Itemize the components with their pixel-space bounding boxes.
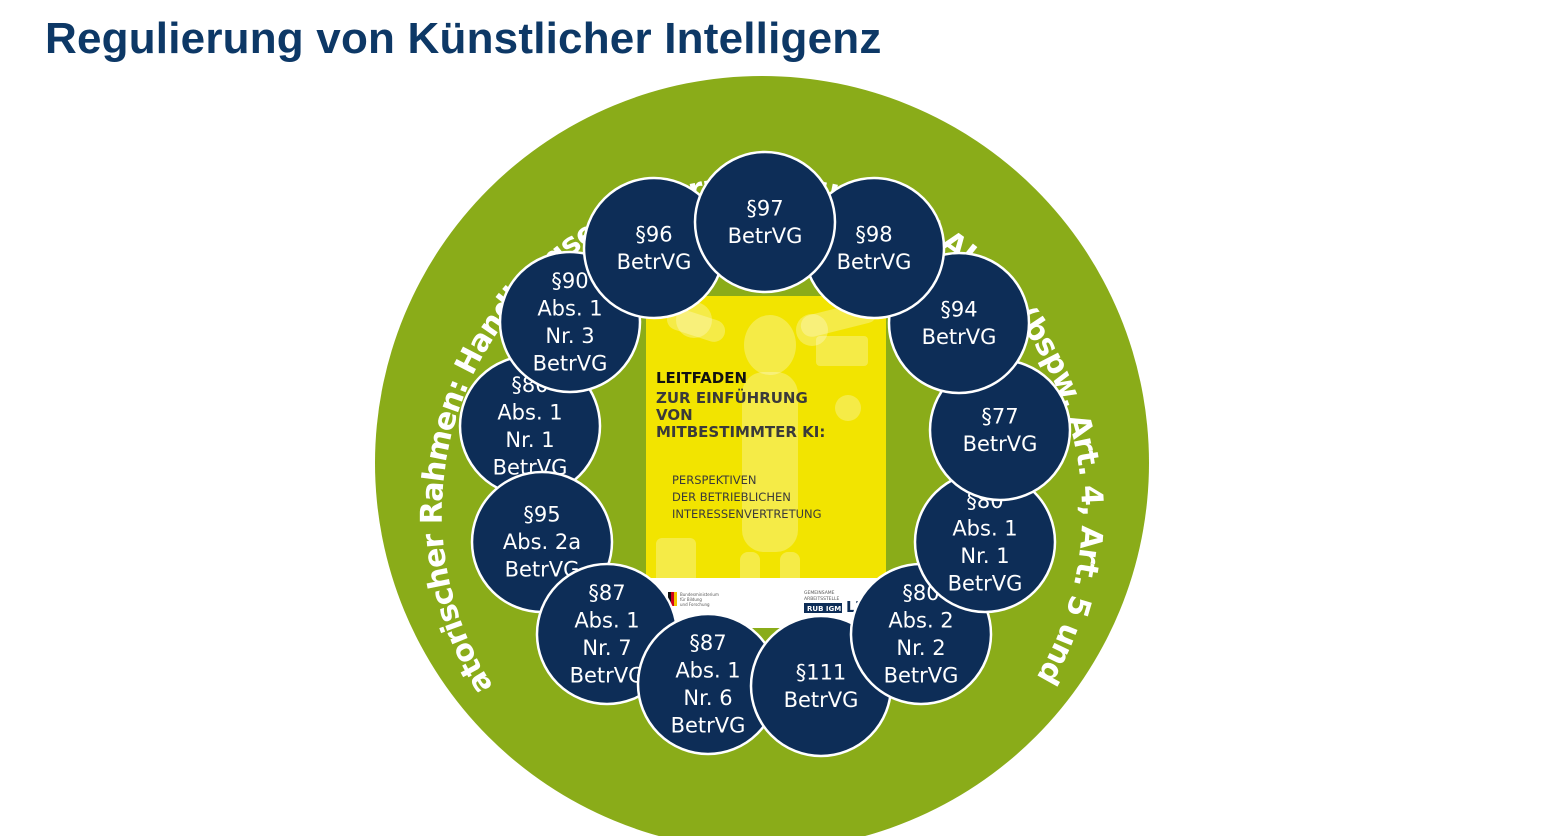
svg-text:GEMEINSAME: GEMEINSAME (804, 590, 835, 596)
betrvg-node-label: Abs. 2 (888, 608, 953, 632)
svg-text:und Forschung: und Forschung (680, 602, 710, 607)
betrvg-node-label: §97 (746, 196, 783, 220)
document-subtitle-line: VON (656, 406, 693, 424)
betrvg-node-label: Abs. 1 (675, 658, 740, 682)
bmbf-logo: Bundesministerium für Bildung und Forsch… (668, 592, 719, 607)
document-subtitle-line: MITBESTIMMTER KI: (656, 423, 825, 441)
betrvg-node-label: BetrVG (884, 663, 959, 687)
betrvg-node-label: §90 (551, 269, 588, 293)
document-perspective-line: DER BETRIEBLICHEN (672, 490, 791, 504)
betrvg-node-circle (693, 150, 837, 294)
betrvg-node-label: §111 (796, 660, 847, 684)
svg-text:RUB IGM: RUB IGM (807, 605, 841, 613)
svg-text:für Bildung: für Bildung (680, 597, 702, 602)
betrvg-node-p97: §97 BetrVG (693, 150, 837, 294)
betrvg-node-label: BetrVG (784, 688, 859, 712)
betrvg-node-label: §98 (855, 222, 892, 246)
betrvg-node-label: Abs. 1 (574, 608, 639, 632)
betrvg-node-label: §96 (635, 222, 672, 246)
betrvg-node-label: §94 (940, 297, 977, 321)
betrvg-node-label: Nr. 2 (896, 636, 945, 660)
svg-text:ARBEITSSTELLE: ARBEITSSTELLE (804, 596, 840, 602)
betrvg-node-p98: §98 BetrVG (802, 176, 946, 320)
svg-text:Bundesministerium: Bundesministerium (680, 592, 719, 597)
betrvg-node-label: Abs. 2a (503, 530, 581, 554)
betrvg-node-label: BetrVG (570, 663, 645, 687)
betrvg-node-label: Nr. 1 (505, 428, 554, 452)
betrvg-node-p94: §94 BetrVG (887, 251, 1031, 395)
betrvg-node-label: BetrVG (617, 250, 692, 274)
betrvg-node-label: §77 (981, 404, 1018, 428)
document-background (646, 296, 886, 628)
betrvg-node-label: Nr. 3 (545, 324, 594, 348)
betrvg-node-p77: §77 BetrVG (928, 358, 1072, 502)
betrvg-node-label: §87 (588, 581, 625, 605)
document-perspectives: PERSPEKTIVEN DER BETRIEBLICHEN INTERESSE… (672, 473, 822, 521)
betrvg-node-label: Abs. 1 (952, 516, 1017, 540)
betrvg-node-label: Abs. 1 (537, 296, 602, 320)
betrvg-node-p87-6: §87 Abs. 1 Nr. 6 BetrVG (636, 612, 780, 756)
betrvg-node-label: Abs. 1 (497, 400, 562, 424)
page-title: Regulierung von Künstlicher Intelligenz (45, 14, 882, 63)
betrvg-node-label: BetrVG (837, 250, 912, 274)
betrvg-node-label: BetrVG (922, 325, 997, 349)
document-perspective-line: INTERESSENVERTRETUNG (672, 507, 822, 521)
betrvg-node-label: BetrVG (963, 432, 1038, 456)
guideline-document-cover: LEITFADEN ZUR EINFÜHRUNG VON MITBESTIMMT… (646, 296, 886, 628)
document-subtitle-line: ZUR EINFÜHRUNG (656, 388, 808, 407)
document-perspective-line: PERSPEKTIVEN (672, 473, 757, 487)
document-heading: LEITFADEN (656, 369, 747, 387)
betrvg-node-label: §87 (689, 631, 726, 655)
betrvg-node-label: BetrVG (728, 224, 803, 248)
betrvg-node-label: BetrVG (671, 713, 746, 737)
betrvg-node-label: §95 (523, 503, 560, 527)
betrvg-node-label: BetrVG (948, 571, 1023, 595)
betrvg-node-label: Nr. 6 (683, 686, 732, 710)
document-subtitle: ZUR EINFÜHRUNG VON MITBESTIMMTER KI: (656, 388, 825, 441)
betrvg-node-label: BetrVG (533, 351, 608, 375)
betrvg-node-label: Nr. 7 (582, 636, 631, 660)
betrvg-node-label: Nr. 1 (960, 544, 1009, 568)
